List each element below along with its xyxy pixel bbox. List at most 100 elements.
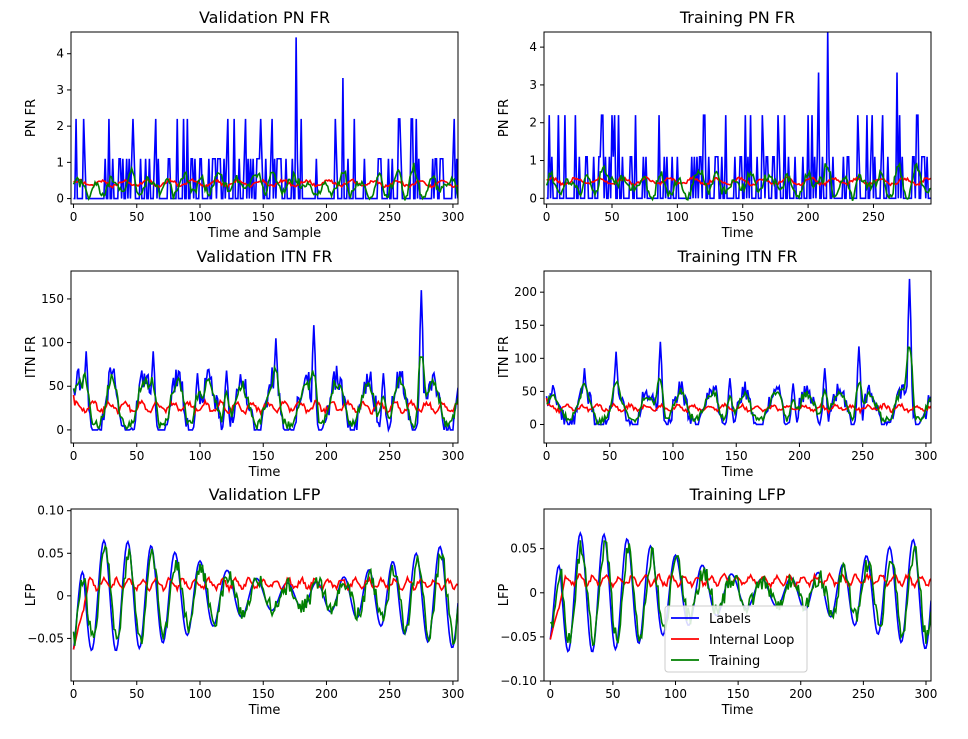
labels-line [546, 32, 931, 200]
y-tick-label: 0.05 [510, 542, 537, 556]
internal-loop-line [546, 175, 931, 187]
x-tick-label: 150 [725, 449, 748, 463]
training-line [72, 356, 458, 431]
x-tick-label: 100 [189, 687, 212, 701]
training-line [546, 346, 931, 427]
y-tick-label: 0 [529, 191, 537, 205]
training-line [72, 544, 458, 646]
y-tick-label: 3 [56, 83, 64, 97]
x-tick-label: 150 [252, 687, 275, 701]
y-tick-label: 0 [529, 586, 537, 600]
x-axis-label: Time [721, 226, 754, 241]
x-tick-label: 100 [189, 449, 212, 463]
x-tick-label: 250 [852, 687, 875, 701]
x-tick-label: 50 [129, 210, 144, 224]
x-tick-label: 100 [666, 210, 689, 224]
legend-box [664, 605, 808, 673]
x-tick-label: 150 [731, 210, 754, 224]
axes-frame [70, 508, 459, 682]
x-tick-label: 0 [70, 449, 78, 463]
x-tick-label: 300 [441, 210, 464, 224]
y-tick-label: 0 [56, 589, 64, 603]
x-axis-label: Time and Sample [207, 226, 321, 241]
y-axis-label: PN FR [24, 99, 39, 137]
axes-frame [70, 270, 459, 444]
x-tick-label: 50 [129, 449, 144, 463]
axes-frame [543, 270, 932, 444]
y-tick-label: 100 [514, 351, 537, 365]
y-tick-label: 2 [529, 116, 537, 130]
chart-panel-4: 0 50 100 150 200 250 300 0 50 100 150 200 Training I… [497, 247, 937, 480]
y-tick-label: −0.05 [27, 631, 64, 645]
x-tick-label: 0 [543, 449, 551, 463]
y-tick-label: 0 [56, 192, 64, 206]
y-tick-label: 200 [514, 285, 537, 299]
chart-title: Validation LFP [209, 485, 321, 504]
y-tick-label: −0.10 [500, 674, 537, 688]
x-axis-label: Time [721, 465, 754, 480]
x-tick-label: 100 [664, 687, 687, 701]
y-tick-label: 100 [41, 336, 64, 350]
legend-entry-labels: Labels [709, 612, 751, 627]
x-tick-label: 200 [315, 449, 338, 463]
legend-entry-training: Training [708, 654, 760, 669]
x-tick-label: 200 [315, 687, 338, 701]
chart-panel-6: 0 50 100 150 200 250 300 −0.10 −0.05 0 0.05 Trainin… [497, 485, 937, 718]
x-tick-label: 300 [441, 687, 464, 701]
y-axis-label: LFP [24, 584, 39, 607]
chart-panel-2: 0 50 100 150 200 250 0 1 2 3 4 Training PN FR Time PN… [497, 8, 932, 241]
x-tick-label: 300 [441, 449, 464, 463]
y-tick-label: 150 [41, 292, 64, 306]
x-tick-label: 150 [252, 210, 275, 224]
x-tick-label: 150 [727, 687, 750, 701]
training-line [545, 161, 931, 202]
y-axis-label: ITN FR [497, 336, 512, 378]
y-tick-label: 1 [56, 155, 64, 169]
y-tick-label: 1 [529, 154, 537, 168]
chart-panel-5: 0 50 100 150 200 250 300 −0.05 0 0.05 0.10 Validati… [24, 485, 464, 718]
x-tick-label: 150 [252, 449, 275, 463]
y-tick-label: 2 [56, 119, 64, 133]
chart-title: Training LFP [689, 485, 786, 504]
x-tick-label: 200 [315, 210, 338, 224]
y-tick-label: 4 [529, 40, 537, 54]
y-tick-label: 3 [529, 78, 537, 92]
y-tick-label: 4 [56, 47, 64, 61]
y-tick-label: 0 [529, 417, 537, 431]
y-tick-label: 0.10 [37, 504, 64, 518]
x-tick-label: 0 [70, 210, 78, 224]
x-tick-label: 100 [662, 449, 685, 463]
chart-title: Training PN FR [679, 8, 795, 27]
chart-panel-1: 0 50 100 150 200 250 300 0 1 2 3 4 Validation PN FR T… [24, 8, 464, 241]
y-axis-label: LFP [497, 584, 512, 607]
x-tick-label: 250 [378, 687, 401, 701]
axes-frame [543, 508, 932, 682]
x-tick-label: 50 [604, 210, 619, 224]
x-axis-label: Time [248, 465, 281, 480]
chart-title: Validation PN FR [199, 8, 330, 27]
chart-panel-3: 0 50 100 150 200 250 300 0 50 100 150 Validation IT… [24, 247, 464, 480]
x-tick-label: 300 [914, 449, 937, 463]
y-axis-label: PN FR [497, 99, 512, 137]
y-tick-label: 50 [49, 379, 64, 393]
x-tick-label: 50 [602, 449, 617, 463]
x-tick-label: 0 [70, 687, 78, 701]
x-tick-label: 200 [797, 210, 820, 224]
x-tick-label: 50 [605, 687, 620, 701]
axes-frame [70, 31, 459, 205]
legend: Labels Internal Loop Training [664, 605, 808, 673]
x-tick-label: 0 [543, 210, 551, 224]
y-tick-label: 0 [56, 423, 64, 437]
internal-loop-line [549, 571, 931, 640]
x-axis-label: Time [248, 703, 281, 718]
x-tick-label: 300 [915, 687, 938, 701]
chart-title: Training ITN FR [676, 247, 797, 266]
training-line [72, 162, 458, 201]
x-tick-label: 250 [851, 449, 874, 463]
training-line [549, 540, 931, 647]
x-tick-label: 0 [546, 687, 554, 701]
x-tick-label: 100 [189, 210, 212, 224]
y-tick-label: 50 [522, 384, 537, 398]
x-tick-label: 250 [378, 449, 401, 463]
